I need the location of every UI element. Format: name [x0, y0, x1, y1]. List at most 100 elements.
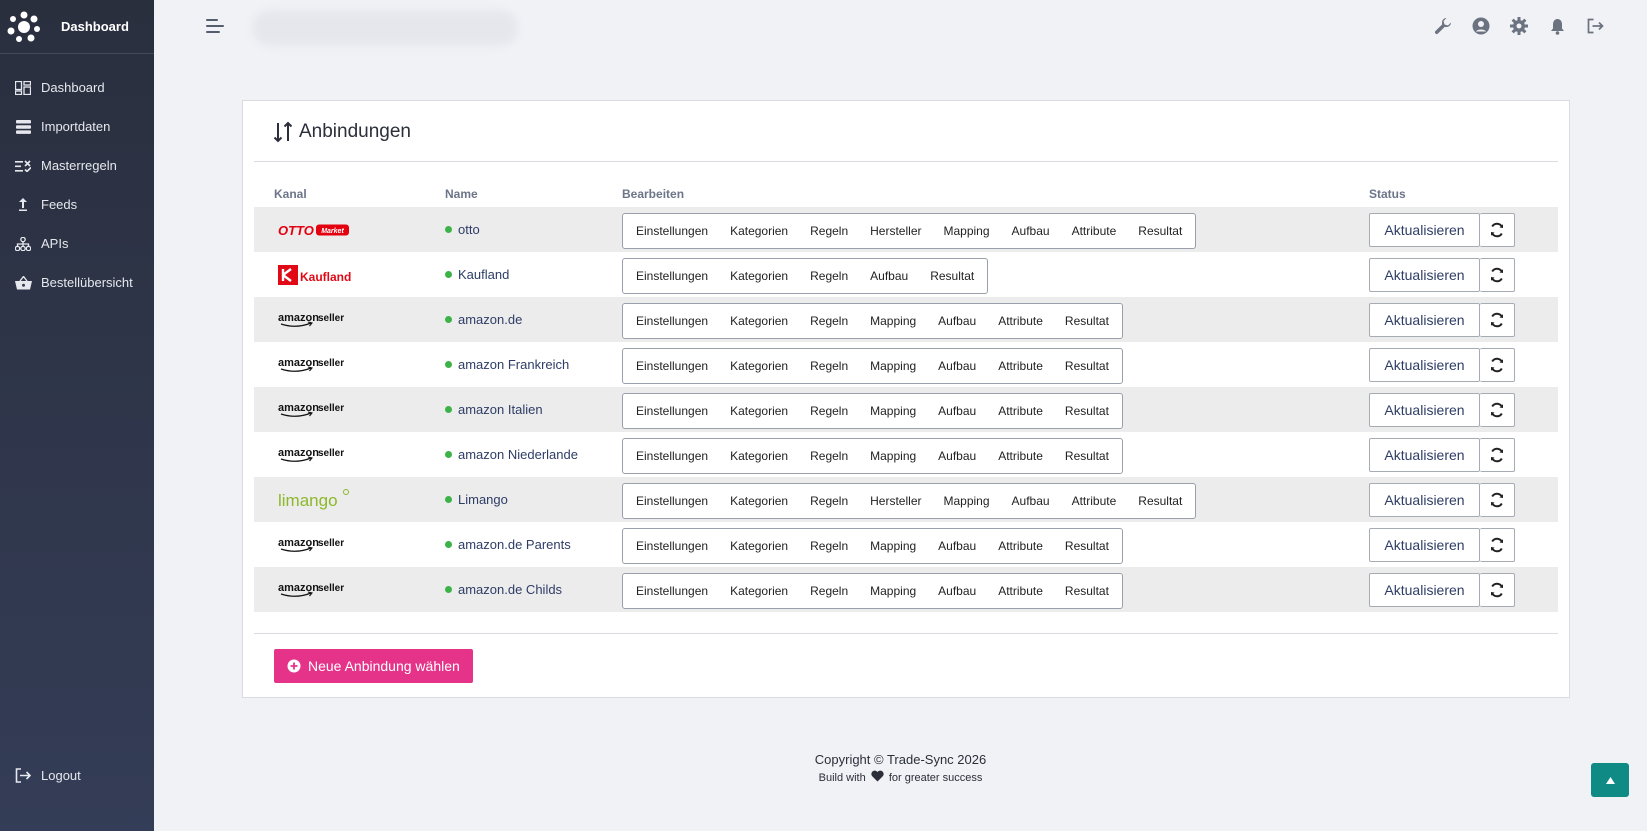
edit-regeln-button[interactable]: Regeln [810, 314, 849, 328]
svg-text:amazon: amazon [278, 402, 319, 414]
edit-aufbau-button[interactable]: Aufbau [938, 404, 977, 418]
update-button[interactable]: Aktualisieren [1369, 348, 1480, 382]
edit-attribute-button[interactable]: Attribute [998, 314, 1043, 328]
edit-attribute-button[interactable]: Attribute [1071, 224, 1117, 238]
connection-name-text: amazon Italien [458, 402, 543, 417]
connection-name: amazon Frankreich [445, 342, 569, 387]
edit-aufbau-button[interactable]: Aufbau [938, 449, 977, 463]
edit-aufbau-button[interactable]: Aufbau [938, 314, 977, 328]
update-button[interactable]: Aktualisieren [1369, 303, 1480, 337]
update-button[interactable]: Aktualisieren [1369, 258, 1480, 292]
edit-hersteller-button[interactable]: Hersteller [870, 494, 922, 508]
brand[interactable]: Dashboard [0, 0, 154, 54]
edit-attribute-button[interactable]: Attribute [998, 449, 1043, 463]
edit-kategorien-button[interactable]: Kategorien [730, 224, 789, 238]
bell-icon[interactable] [1545, 14, 1569, 38]
edit-einstellungen-button[interactable]: Einstellungen [636, 314, 709, 328]
edit-mapping-button[interactable]: Mapping [870, 404, 917, 418]
sync-button[interactable] [1480, 258, 1515, 292]
logout-icon[interactable] [1583, 14, 1607, 38]
sidebar-item-masterregeln[interactable]: Masterregeln [0, 146, 154, 185]
edit-hersteller-button[interactable]: Hersteller [870, 224, 922, 238]
edit-resultat-button[interactable]: Resultat [1064, 404, 1109, 418]
edit-einstellungen-button[interactable]: Einstellungen [636, 584, 709, 598]
edit-resultat-button[interactable]: Resultat [1138, 494, 1183, 508]
edit-aufbau-button[interactable]: Aufbau [938, 584, 977, 598]
edit-resultat-button[interactable]: Resultat [930, 269, 975, 283]
update-button[interactable]: Aktualisieren [1369, 483, 1480, 517]
edit-resultat-button[interactable]: Resultat [1064, 359, 1109, 373]
sync-button[interactable] [1480, 528, 1515, 562]
sync-button[interactable] [1480, 303, 1515, 337]
edit-kategorien-button[interactable]: Kategorien [730, 539, 789, 553]
edit-kategorien-button[interactable]: Kategorien [730, 404, 789, 418]
edit-regeln-button[interactable]: Regeln [810, 359, 849, 373]
edit-mapping-button[interactable]: Mapping [870, 359, 917, 373]
edit-kategorien-button[interactable]: Kategorien [730, 269, 789, 283]
update-button[interactable]: Aktualisieren [1369, 528, 1480, 562]
edit-einstellungen-button[interactable]: Einstellungen [636, 224, 709, 238]
edit-kategorien-button[interactable]: Kategorien [730, 359, 789, 373]
edit-regeln-button[interactable]: Regeln [810, 269, 849, 283]
edit-kategorien-button[interactable]: Kategorien [730, 314, 789, 328]
sync-button[interactable] [1480, 393, 1515, 427]
logout-button[interactable]: Logout [0, 756, 154, 795]
scroll-top-button[interactable] [1591, 763, 1629, 797]
sidebar-item-feeds[interactable]: Feeds [0, 185, 154, 224]
edit-einstellungen-button[interactable]: Einstellungen [636, 404, 709, 418]
edit-aufbau-button[interactable]: Aufbau [938, 359, 977, 373]
edit-kategorien-button[interactable]: Kategorien [730, 494, 789, 508]
sidebar-item-apis[interactable]: APIs [0, 224, 154, 263]
edit-resultat-button[interactable]: Resultat [1064, 449, 1109, 463]
edit-mapping-button[interactable]: Mapping [870, 314, 917, 328]
update-button[interactable]: Aktualisieren [1369, 438, 1480, 472]
edit-regeln-button[interactable]: Regeln [810, 539, 849, 553]
edit-resultat-button[interactable]: Resultat [1138, 224, 1183, 238]
edit-einstellungen-button[interactable]: Einstellungen [636, 539, 709, 553]
wrench-icon[interactable] [1431, 14, 1455, 38]
edit-einstellungen-button[interactable]: Einstellungen [636, 359, 709, 373]
sidebar-item-bestelluebersicht[interactable]: Bestellübersicht [0, 263, 154, 302]
update-button[interactable]: Aktualisieren [1369, 213, 1480, 247]
edit-aufbau-button[interactable]: Aufbau [1011, 224, 1050, 238]
edit-mapping-button[interactable]: Mapping [943, 494, 990, 508]
edit-kategorien-button[interactable]: Kategorien [730, 449, 789, 463]
edit-mapping-button[interactable]: Mapping [870, 449, 917, 463]
edit-regeln-button[interactable]: Regeln [810, 404, 849, 418]
update-button[interactable]: Aktualisieren [1369, 573, 1480, 607]
edit-kategorien-button[interactable]: Kategorien [730, 584, 789, 598]
edit-mapping-button[interactable]: Mapping [870, 584, 917, 598]
edit-aufbau-button[interactable]: Aufbau [938, 539, 977, 553]
menu-toggle-icon[interactable] [206, 19, 224, 35]
sync-button[interactable] [1480, 483, 1515, 517]
gear-icon[interactable] [1507, 14, 1531, 38]
sync-button[interactable] [1480, 213, 1515, 247]
edit-einstellungen-button[interactable]: Einstellungen [636, 449, 709, 463]
sync-button[interactable] [1480, 573, 1515, 607]
edit-resultat-button[interactable]: Resultat [1064, 539, 1109, 553]
edit-resultat-button[interactable]: Resultat [1064, 314, 1109, 328]
user-icon[interactable] [1469, 14, 1493, 38]
sidebar-item-importdaten[interactable]: Importdaten [0, 107, 154, 146]
edit-aufbau-button[interactable]: Aufbau [1011, 494, 1050, 508]
edit-regeln-button[interactable]: Regeln [810, 224, 849, 238]
edit-attribute-button[interactable]: Attribute [998, 584, 1043, 598]
edit-regeln-button[interactable]: Regeln [810, 449, 849, 463]
edit-einstellungen-button[interactable]: Einstellungen [636, 269, 709, 283]
edit-attribute-button[interactable]: Attribute [1071, 494, 1117, 508]
edit-regeln-button[interactable]: Regeln [810, 494, 849, 508]
sync-button[interactable] [1480, 348, 1515, 382]
edit-attribute-button[interactable]: Attribute [998, 404, 1043, 418]
edit-attribute-button[interactable]: Attribute [998, 359, 1043, 373]
update-button[interactable]: Aktualisieren [1369, 393, 1480, 427]
edit-resultat-button[interactable]: Resultat [1064, 584, 1109, 598]
new-connection-button[interactable]: Neue Anbindung wählen [274, 649, 473, 683]
edit-mapping-button[interactable]: Mapping [943, 224, 990, 238]
sidebar-item-dashboard[interactable]: Dashboard [0, 68, 154, 107]
edit-mapping-button[interactable]: Mapping [870, 539, 917, 553]
sync-button[interactable] [1480, 438, 1515, 472]
edit-regeln-button[interactable]: Regeln [810, 584, 849, 598]
edit-attribute-button[interactable]: Attribute [998, 539, 1043, 553]
edit-aufbau-button[interactable]: Aufbau [870, 269, 909, 283]
edit-einstellungen-button[interactable]: Einstellungen [636, 494, 709, 508]
